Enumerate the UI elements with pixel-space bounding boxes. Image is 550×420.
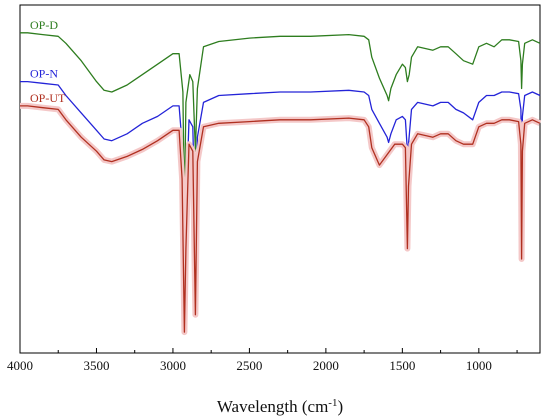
x-tick-label: 3500 (83, 358, 109, 373)
x-tick-label: 2500 (236, 358, 262, 373)
legend-label-op-d: OP-D (30, 18, 58, 32)
series-layer (20, 32, 542, 336)
series-line-op-n (20, 80, 541, 257)
legend-label-op-n: OP-N (30, 67, 58, 81)
series-line-op-ut (20, 105, 541, 333)
legend-layer: OP-D OP-N OP-UT (30, 18, 66, 105)
legend-label-op-ut: OP-UT (30, 91, 66, 105)
x-tick-label: 1000 (466, 358, 492, 373)
x-axis-title-sup: -1 (328, 397, 337, 409)
x-tick-label: 4000 (7, 358, 33, 373)
series-halo (20, 102, 542, 336)
x-tick-label: 2000 (313, 358, 339, 373)
x-tick-label: 1500 (389, 358, 415, 373)
x-axis: 4000 3500 3000 2500 2000 1500 1000 (7, 348, 518, 373)
x-axis-title: Wavelength (cm-1) (217, 397, 343, 416)
x-tick-label: 3000 (160, 358, 186, 373)
plot-frame (19, 4, 541, 354)
series-line-op-d (20, 32, 541, 215)
